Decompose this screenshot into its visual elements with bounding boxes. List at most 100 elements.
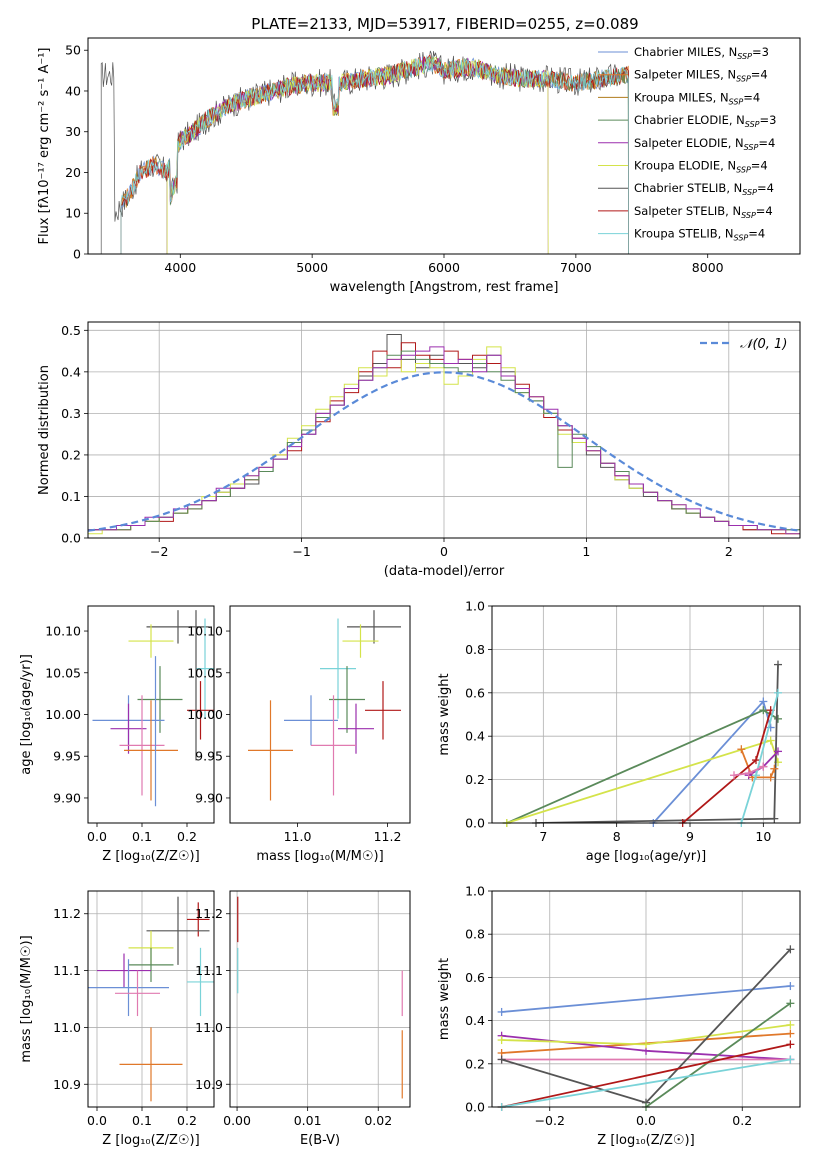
axes-frame bbox=[491, 605, 801, 824]
y-tick-label: 10.00 bbox=[45, 707, 81, 722]
legend-label: Salpeter STELIB, NSSP=4 bbox=[634, 204, 773, 220]
panel-spectrum: 4000 5000 6000 7000 8000 0 10 20 30 40 50 wavelengt… bbox=[37, 37, 801, 295]
x-tick-label: 0.0 bbox=[636, 1113, 656, 1128]
y-tick-label: 30 bbox=[65, 124, 81, 139]
panel-age_vs_mass: 11.0 11.2 9.90 9.95 10.00 10.05 10.10 mass [log… bbox=[187, 605, 411, 864]
legend-label: Chabrier STELIB, NSSP=4 bbox=[634, 181, 774, 197]
x-tick-label: 2 bbox=[725, 544, 733, 559]
x-axis-label: wavelength [Angstrom, rest frame] bbox=[330, 280, 559, 295]
y-tick-label: 0.4 bbox=[465, 1013, 485, 1028]
axes-frame bbox=[491, 890, 801, 1108]
chart-layer: 4000 5000 6000 7000 800001020304050wavelengt… bbox=[19, 37, 801, 1148]
x-axis-label: mass [log₁₀(M/M☉)] bbox=[256, 849, 383, 864]
axes-frame bbox=[229, 605, 411, 824]
x-tick-label: 0.01 bbox=[294, 1113, 322, 1128]
figure-title: PLATE=2133, MJD=53917, FIBERID=0255, z=0… bbox=[251, 15, 638, 33]
y-tick-label: 11.2 bbox=[195, 906, 223, 921]
y-tick-label: 40 bbox=[65, 83, 81, 98]
y-tick-label: 9.95 bbox=[53, 749, 81, 764]
weight-line bbox=[501, 1043, 791, 1107]
y-tick-label: 10.05 bbox=[187, 665, 223, 680]
y-tick-label: 10.10 bbox=[187, 624, 223, 639]
y-tick-label: 9.90 bbox=[53, 790, 81, 805]
y-tick-label: 0.4 bbox=[465, 729, 485, 744]
panel-mass_vs_ebv: 0.00 0.01 0.02 10.9 11.0 11.1 11.2 E(B-V) bbox=[195, 890, 411, 1148]
y-tick-label: 11.1 bbox=[53, 963, 81, 978]
panel-mass_vs_Z: 0.0 0.1 0.2 10.9 11.0 11.1 11.2 Z [log₁₀(Z/Z☉)]… bbox=[19, 890, 215, 1148]
y-tick-label: 0 bbox=[73, 247, 81, 262]
y-tick-label: 0.4 bbox=[61, 364, 81, 379]
weight-line bbox=[501, 985, 791, 1013]
x-tick-label: 1 bbox=[582, 544, 590, 559]
y-tick-label: 11.2 bbox=[53, 906, 81, 921]
axes-frame bbox=[87, 890, 215, 1108]
x-tick-label: 7000 bbox=[560, 260, 592, 275]
legend-label: Chabrier ELODIE, NSSP=3 bbox=[634, 113, 776, 129]
y-axis-label: age [log₁₀(age/yr)] bbox=[19, 654, 34, 775]
panel-age_vs_Z: 0.0 0.1 0.2 9.90 9.95 10.00 10.05 10.10 Z [log₁₀… bbox=[19, 605, 215, 864]
y-tick-label: 9.95 bbox=[195, 749, 223, 764]
x-tick-label: 8000 bbox=[692, 260, 724, 275]
y-tick-label: 10.00 bbox=[187, 707, 223, 722]
x-tick-label: 7 bbox=[539, 829, 547, 844]
y-tick-label: 11.0 bbox=[53, 1020, 81, 1035]
y-tick-label: 0.8 bbox=[465, 642, 485, 657]
y-tick-label: 0.5 bbox=[61, 323, 81, 338]
y-tick-label: 0.6 bbox=[465, 970, 485, 985]
y-tick-label: 0.0 bbox=[465, 816, 485, 831]
x-tick-label: 0.2 bbox=[177, 829, 197, 844]
y-tick-label: 11.1 bbox=[195, 963, 223, 978]
legend-label: Kroupa STELIB, NSSP=4 bbox=[634, 227, 765, 243]
y-tick-label: 50 bbox=[65, 43, 81, 58]
x-tick-label: −2 bbox=[150, 544, 168, 559]
x-tick-label: 0.1 bbox=[132, 1113, 152, 1128]
y-tick-label: 0.3 bbox=[61, 406, 81, 421]
x-tick-label: 6000 bbox=[428, 260, 460, 275]
y-tick-label: 0.1 bbox=[61, 489, 81, 504]
y-axis-label: mass weight bbox=[437, 673, 452, 755]
x-tick-label: 9 bbox=[686, 829, 694, 844]
x-tick-label: 0.00 bbox=[223, 1113, 251, 1128]
y-tick-label: 1.0 bbox=[465, 599, 485, 614]
x-tick-label: 10 bbox=[755, 829, 771, 844]
x-axis-label: (data-model)/error bbox=[384, 564, 505, 579]
panel-weight_vs_age: 7 8 9 10 0.0 0.2 0.4 0.6 0.8 1.0 age [log₁₀(age/yr… bbox=[437, 599, 801, 864]
spectrum-line bbox=[120, 55, 629, 254]
axes-frame bbox=[87, 37, 801, 255]
x-tick-label: 0.0 bbox=[87, 829, 107, 844]
x-tick-label: 0.02 bbox=[364, 1113, 392, 1128]
spectrum-line bbox=[166, 57, 549, 254]
legend-label: Kroupa MILES, NSSP=4 bbox=[634, 90, 760, 106]
legend-label: Salpeter ELODIE, NSSP=4 bbox=[634, 136, 775, 152]
x-tick-label: 0 bbox=[440, 544, 448, 559]
x-tick-label: 11.2 bbox=[374, 829, 402, 844]
y-tick-label: 11.0 bbox=[195, 1020, 223, 1035]
y-tick-label: 10.9 bbox=[195, 1077, 223, 1092]
axes-frame bbox=[229, 890, 411, 1108]
y-tick-label: 10.05 bbox=[45, 665, 81, 680]
weight-line bbox=[501, 1058, 791, 1107]
legend-label: Chabrier MILES, NSSP=3 bbox=[634, 45, 769, 61]
axes-frame bbox=[87, 321, 801, 539]
y-tick-label: 10 bbox=[65, 206, 81, 221]
y-tick-label: 0.2 bbox=[465, 1056, 485, 1071]
y-tick-label: 0.2 bbox=[465, 772, 485, 787]
weight-line bbox=[506, 739, 779, 823]
weight-line bbox=[506, 709, 779, 823]
x-tick-label: 0.1 bbox=[132, 829, 152, 844]
x-tick-label: 0.0 bbox=[87, 1113, 107, 1128]
x-tick-label: −0.2 bbox=[535, 1113, 565, 1128]
panel-residual_hist: −2 −1 0 1 2 0.0 0.1 0.2 0.3 0.4 0.5 (data-model)/er… bbox=[37, 321, 801, 579]
x-axis-label: Z [log₁₀(Z/Z☉)] bbox=[597, 1133, 694, 1148]
y-tick-label: 0.0 bbox=[465, 1100, 485, 1115]
y-axis-label: mass weight bbox=[437, 958, 452, 1040]
legend-label: Salpeter MILES, NSSP=4 bbox=[634, 68, 768, 84]
x-tick-label: 5000 bbox=[296, 260, 328, 275]
y-tick-label: 0.0 bbox=[61, 531, 81, 546]
x-tick-label: 8 bbox=[613, 829, 621, 844]
x-tick-label: 0.2 bbox=[177, 1113, 197, 1128]
weight-line bbox=[645, 1002, 791, 1107]
legend-normal-label: 𝒩(0, 1) bbox=[740, 337, 787, 352]
weight-line bbox=[535, 664, 779, 823]
